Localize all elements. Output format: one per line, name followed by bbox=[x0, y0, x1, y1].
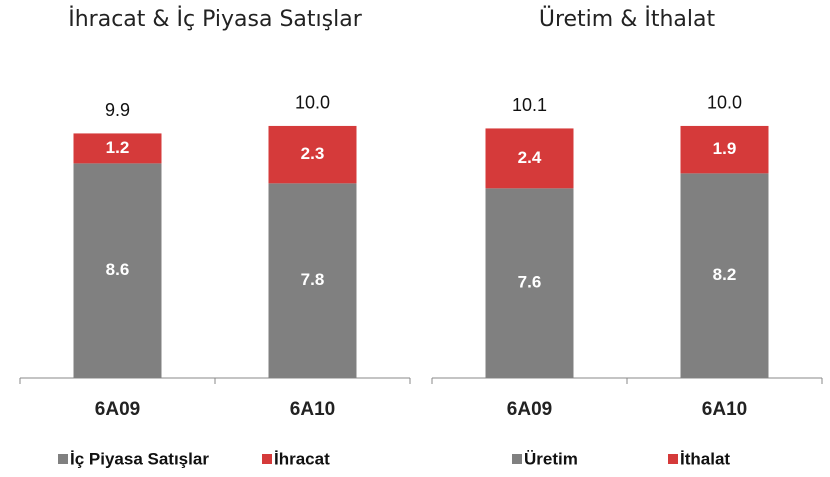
legend-label: İhracat bbox=[274, 449, 330, 468]
chart-title: İhracat & İç Piyasa Satışlar bbox=[68, 6, 362, 32]
x-tick-label: 6A09 bbox=[95, 399, 140, 420]
legend-label: İthalat bbox=[680, 449, 730, 468]
legend-label: Üretim bbox=[524, 449, 578, 468]
legend-swatch bbox=[668, 454, 678, 464]
legend-label: İç Piyasa Satışlar bbox=[70, 449, 209, 468]
segment-label: 1.2 bbox=[106, 138, 130, 157]
bar-segment bbox=[680, 125, 769, 174]
x-tick-label: 6A10 bbox=[702, 399, 747, 420]
legend-swatch bbox=[512, 454, 522, 464]
legend-swatch bbox=[262, 454, 272, 464]
segment-label: 7.8 bbox=[301, 270, 325, 289]
bar-segment bbox=[73, 133, 162, 164]
segment-label: 8.2 bbox=[713, 265, 737, 284]
segment-label: 7.6 bbox=[518, 273, 542, 292]
bar-segment bbox=[268, 125, 357, 184]
chart-title: Üretim & İthalat bbox=[539, 6, 716, 32]
legend-swatch bbox=[58, 454, 68, 464]
bar-segment bbox=[485, 128, 574, 189]
bar-segment bbox=[73, 163, 162, 378]
segment-label: 2.4 bbox=[518, 148, 542, 167]
total-label: 9.9 bbox=[105, 100, 130, 120]
total-label: 10.0 bbox=[295, 93, 330, 113]
segment-label: 2.3 bbox=[301, 144, 325, 163]
total-label: 10.0 bbox=[707, 93, 742, 113]
bar-segment bbox=[268, 183, 357, 378]
bar-segment bbox=[485, 188, 574, 378]
segment-label: 8.6 bbox=[106, 260, 130, 279]
bar-segment bbox=[680, 173, 769, 378]
segment-label: 1.9 bbox=[713, 139, 737, 158]
x-tick-label: 6A09 bbox=[507, 399, 552, 420]
total-label: 10.1 bbox=[512, 95, 547, 115]
x-tick-label: 6A10 bbox=[290, 399, 335, 420]
